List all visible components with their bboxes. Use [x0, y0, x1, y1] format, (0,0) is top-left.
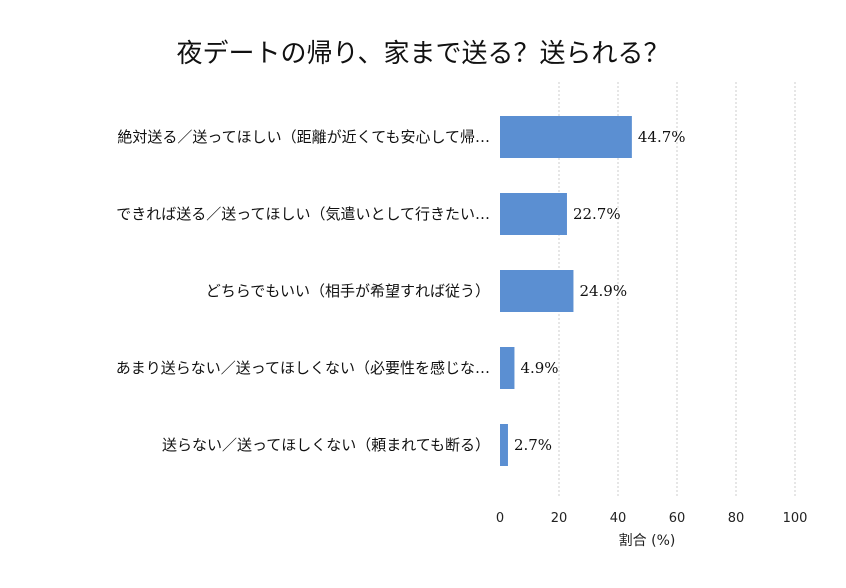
bar	[500, 424, 508, 466]
x-tick-label: 100	[783, 511, 808, 526]
category-label: あまり送らない／送ってほしくない（必要性を感じな…	[116, 359, 490, 377]
category-label: 送らない／送ってほしくない（頼まれても断る）	[162, 436, 490, 454]
value-label: 2.7%	[514, 436, 552, 454]
bar	[500, 347, 515, 389]
value-label: 4.9%	[520, 359, 558, 377]
value-label: 44.7%	[638, 128, 686, 146]
x-tick-label: 60	[669, 511, 686, 526]
bars	[500, 116, 632, 466]
x-axis-title: 割合 (%)	[619, 532, 676, 549]
x-axis-ticks: 0 20 40 60 80 100	[496, 511, 808, 526]
category-label: できれば送る／送ってほしい（気遣いとして行きたい…	[116, 205, 490, 223]
x-tick-label: 20	[551, 511, 568, 526]
category-label: 絶対送る／送ってほしい（距離が近くても安心して帰…	[117, 128, 490, 146]
x-tick-label: 80	[728, 511, 745, 526]
category-label: どちらでもいい（相手が希望すれば従う）	[206, 282, 490, 300]
value-label: 22.7%	[573, 205, 621, 223]
bar	[500, 270, 574, 312]
x-tick-label: 40	[610, 511, 627, 526]
x-tick-label: 0	[496, 511, 504, 526]
bar	[500, 193, 567, 235]
chart-title: 夜デートの帰り、家まで送る？送られる？	[177, 39, 670, 69]
value-labels: 44.7% 22.7% 24.9% 4.9% 2.7%	[514, 128, 686, 454]
value-label: 24.9%	[579, 282, 627, 300]
bar	[500, 116, 632, 158]
category-labels: 絶対送る／送ってほしい（距離が近くても安心して帰… できれば送る／送ってほしい（気…	[116, 128, 490, 454]
